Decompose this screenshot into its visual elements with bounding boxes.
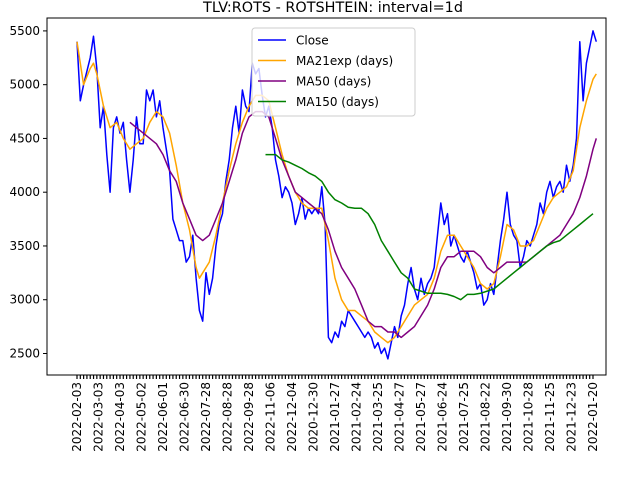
x-tick-label: 2022-03-03 bbox=[92, 382, 106, 452]
x-tick-label: 2021-06-24 bbox=[436, 382, 450, 452]
y-tick-label: 4000 bbox=[9, 185, 40, 199]
x-tick-label: 2022-09-28 bbox=[242, 382, 256, 452]
x-tick-label: 2022-07-28 bbox=[199, 382, 213, 452]
x-tick-label: 2020-12-30 bbox=[307, 382, 321, 452]
series-line-1 bbox=[76, 41, 597, 344]
series-layer bbox=[76, 30, 598, 360]
x-tick-label: 2021-04-27 bbox=[393, 382, 407, 452]
y-axis: 2500 3000 3500 4000 4500 5000 5500 bbox=[9, 24, 47, 360]
x-tick-label: 2022-12-04 bbox=[285, 382, 299, 452]
x-tick-label: 2021-01-27 bbox=[328, 382, 342, 452]
x-tick-label: 2022-05-02 bbox=[135, 382, 149, 452]
y-tick-label: 2500 bbox=[9, 346, 40, 360]
legend: Close MA21exp (days) MA50 (days) MA150 (day… bbox=[251, 27, 416, 117]
x-tick-label: 2021-10-28 bbox=[522, 382, 536, 452]
x-tick-label: 2021-09-30 bbox=[500, 382, 514, 452]
series-line-0 bbox=[76, 30, 598, 360]
series-line-2 bbox=[129, 110, 598, 339]
x-tick-label: 2022-04-03 bbox=[113, 382, 127, 452]
x-tick-label: 2022-01-20 bbox=[586, 382, 600, 452]
x-tick-label: 2022-02-03 bbox=[70, 382, 84, 452]
x-tick-label: 2021-03-25 bbox=[371, 382, 385, 452]
legend-label: MA50 (days) bbox=[296, 75, 371, 89]
y-tick-label: 5500 bbox=[9, 24, 40, 38]
legend-label: Close bbox=[296, 34, 329, 48]
x-tick-label: 2022-08-28 bbox=[221, 382, 235, 452]
legend-box bbox=[251, 27, 416, 117]
y-tick-label: 3500 bbox=[9, 239, 40, 253]
x-tick-label: 2022-06-30 bbox=[178, 382, 192, 452]
chart-title: TLV:ROTS - ROTSHTEIN: interval=1d bbox=[202, 0, 463, 16]
x-tick-label: 2021-05-27 bbox=[414, 382, 428, 452]
legend-label: MA150 (days) bbox=[296, 95, 379, 109]
series-line-3 bbox=[265, 153, 594, 301]
x-tick-label: 2021-11-25 bbox=[543, 382, 557, 452]
plot-frame bbox=[46, 17, 607, 376]
x-axis: 2022-02-03 2022-03-03 2022-04-03 2022-05-02… bbox=[70, 375, 600, 452]
y-tick-label: 5000 bbox=[9, 78, 40, 92]
legend-label: MA21exp (days) bbox=[296, 54, 393, 68]
x-tick-label: 2021-07-25 bbox=[457, 382, 471, 452]
y-tick-label: 4500 bbox=[9, 131, 40, 145]
x-tick-label: 2022-11-06 bbox=[264, 382, 278, 452]
y-tick-label: 3000 bbox=[9, 293, 40, 307]
x-tick-label: 2021-12-23 bbox=[565, 382, 579, 452]
x-tick-label: 2021-02-24 bbox=[350, 382, 364, 452]
x-tick-label: 2021-08-22 bbox=[479, 382, 493, 452]
x-tick-label: 2022-06-01 bbox=[156, 382, 170, 452]
